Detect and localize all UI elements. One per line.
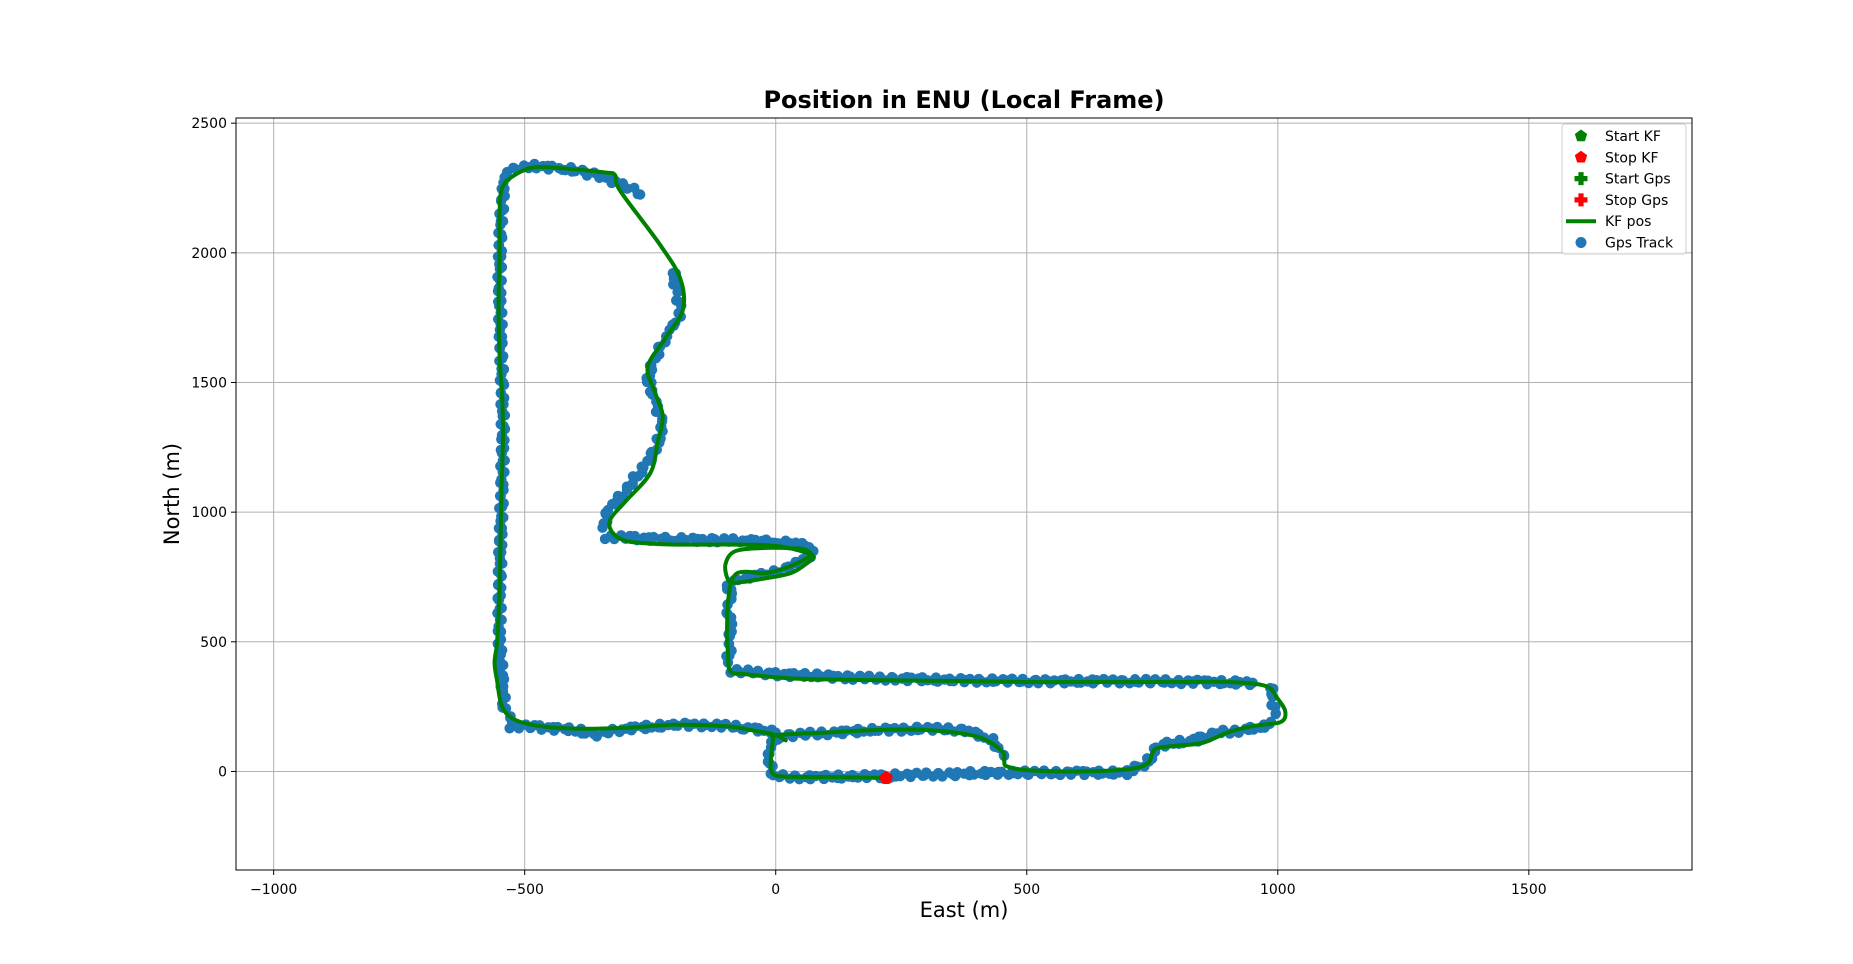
legend-plus-icon	[1574, 172, 1588, 186]
gps-point	[600, 508, 611, 520]
legend-pentagon-icon	[1574, 129, 1588, 142]
legend-label: Stop KF	[1605, 150, 1659, 166]
plot-frame	[235, 117, 1693, 871]
stop-gps-marker	[880, 771, 893, 784]
legend-circle-icon	[1575, 237, 1587, 248]
x-tick-label: −500	[505, 882, 543, 898]
plot-background	[236, 118, 1692, 870]
legend-label: Stop Gps	[1605, 193, 1668, 209]
gps-point	[727, 618, 738, 630]
grid	[236, 118, 1692, 870]
y-tick-label: 1500	[191, 375, 227, 391]
legend-entry: Start KF	[1574, 129, 1661, 145]
y-tick-label: 500	[200, 635, 227, 651]
x-tick-label: −1000	[250, 882, 297, 898]
legend-plus-icon	[1574, 193, 1588, 207]
legend-entry: Gps Track	[1575, 236, 1674, 252]
x-tick-label: 0	[771, 882, 780, 898]
start-stop-markers	[879, 770, 893, 784]
y-tick-label: 1000	[191, 505, 227, 521]
x-axis-ticks: −1000 −500 0 500 1000 1500	[250, 870, 1547, 898]
legend-pentagon-icon	[1574, 150, 1588, 163]
y-tick-label: 2000	[191, 246, 227, 262]
kf-pos-series	[492, 164, 1288, 780]
legend-label: KF pos	[1605, 214, 1651, 230]
chart-title: Position in ENU (Local Frame)	[763, 86, 1164, 114]
gps-point	[1270, 708, 1281, 720]
gps-point	[495, 662, 506, 673]
legend-entry: KF pos	[1566, 214, 1651, 230]
x-tick-label: 1000	[1260, 882, 1296, 898]
legend-entry: Start Gps	[1574, 172, 1671, 188]
legend-label: Gps Track	[1605, 236, 1674, 252]
x-tick-label: 1500	[1511, 882, 1547, 898]
legend: Start KF Stop KF Start Gps Stop Gps KF pos Gp…	[1561, 123, 1687, 255]
gps-point	[672, 287, 683, 298]
legend-label: Start KF	[1605, 129, 1661, 145]
x-axis-label: East (m)	[920, 898, 1009, 922]
legend-entry: Stop KF	[1574, 150, 1659, 166]
gps-point	[597, 522, 608, 533]
gps-point	[634, 189, 646, 200]
kf-pos-line	[492, 164, 1288, 780]
y-axis-label: North (m)	[160, 443, 184, 545]
y-axis-ticks: 0 500 1000 1500 2000 2500	[191, 116, 236, 780]
legend-entry: Stop Gps	[1574, 193, 1668, 209]
x-tick-label: 500	[1013, 882, 1040, 898]
y-tick-label: 2500	[191, 116, 227, 132]
legend-label: Start Gps	[1605, 172, 1671, 188]
y-tick-label: 0	[218, 764, 227, 780]
